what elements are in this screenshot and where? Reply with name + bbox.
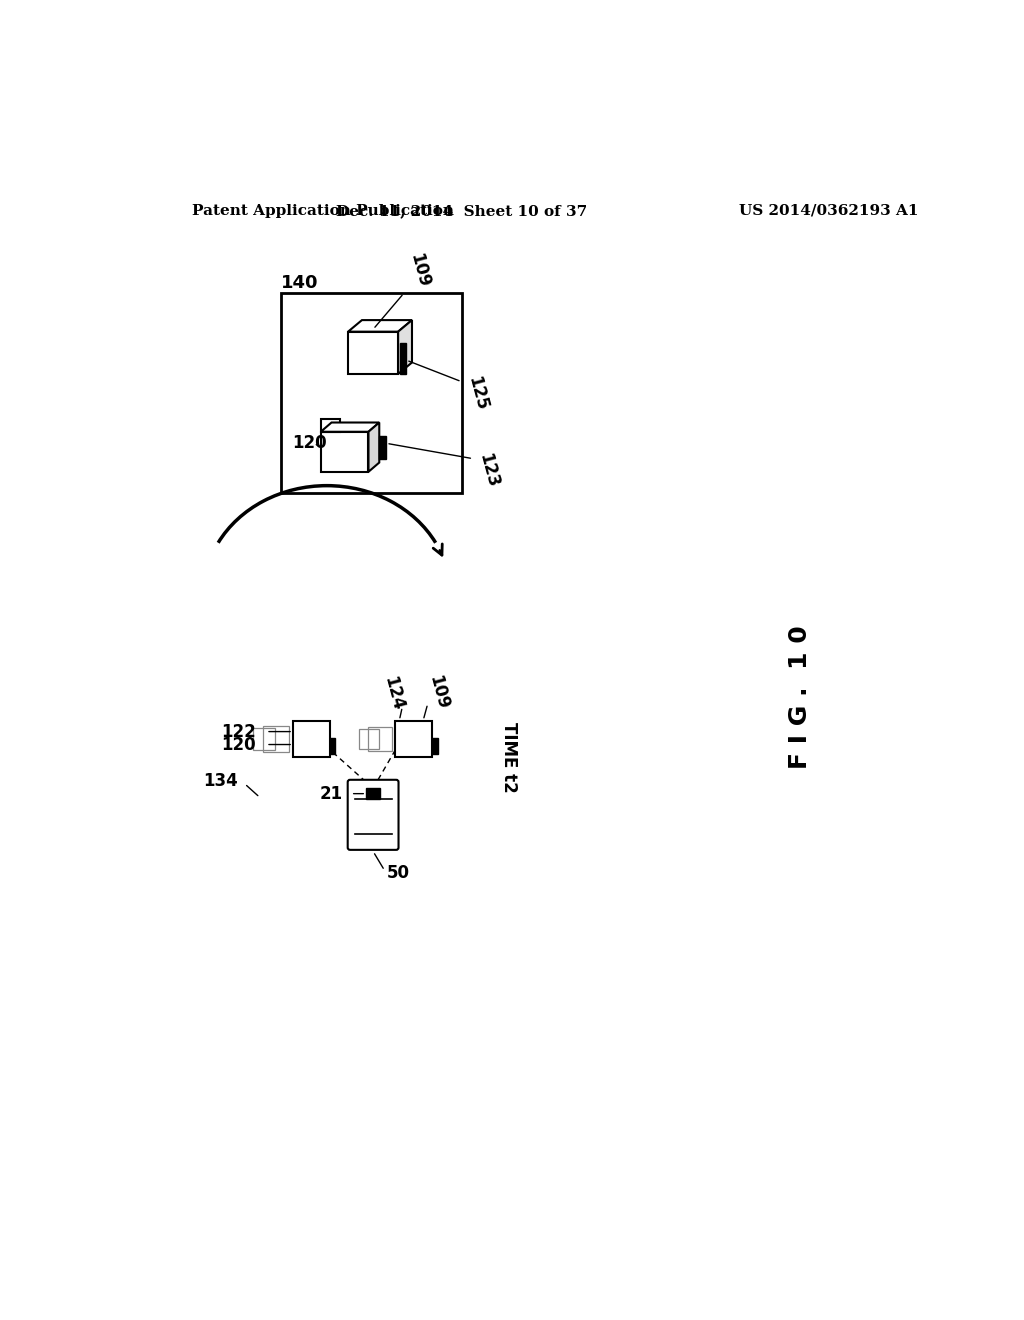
Bar <box>263 726 289 752</box>
Text: F I G .  1 0: F I G . 1 0 <box>788 626 812 770</box>
Text: US 2014/0362193 A1: US 2014/0362193 A1 <box>739 203 919 218</box>
Bar <box>379 436 386 459</box>
Polygon shape <box>369 422 379 471</box>
Bar <box>348 331 398 374</box>
Text: 124: 124 <box>380 675 407 713</box>
Text: 120: 120 <box>292 434 327 453</box>
Text: 125: 125 <box>464 374 490 412</box>
Text: 122: 122 <box>221 722 256 741</box>
Text: 109: 109 <box>407 251 432 289</box>
Text: 140: 140 <box>281 275 318 292</box>
Bar <box>293 721 330 758</box>
FancyBboxPatch shape <box>348 780 398 850</box>
Bar <box>368 727 392 751</box>
Text: Patent Application Publication: Patent Application Publication <box>193 203 455 218</box>
Text: 120: 120 <box>221 735 256 754</box>
Text: TIME t2: TIME t2 <box>500 722 518 793</box>
Text: 50: 50 <box>387 865 410 882</box>
Text: 134: 134 <box>204 772 239 789</box>
Bar <box>330 738 336 754</box>
Text: 21: 21 <box>319 784 343 803</box>
Polygon shape <box>321 422 379 432</box>
Bar <box>321 432 369 471</box>
Polygon shape <box>398 321 412 374</box>
Bar <box>281 293 462 494</box>
Text: 123: 123 <box>475 451 502 490</box>
Polygon shape <box>348 321 412 331</box>
Bar <box>367 788 380 799</box>
Text: 109: 109 <box>425 673 452 711</box>
Bar <box>400 343 407 374</box>
Bar <box>395 721 432 758</box>
Bar <box>253 727 274 750</box>
Bar <box>321 420 340 432</box>
Bar <box>432 738 438 754</box>
Bar <box>359 729 380 750</box>
Text: Dec. 11, 2014  Sheet 10 of 37: Dec. 11, 2014 Sheet 10 of 37 <box>336 203 588 218</box>
